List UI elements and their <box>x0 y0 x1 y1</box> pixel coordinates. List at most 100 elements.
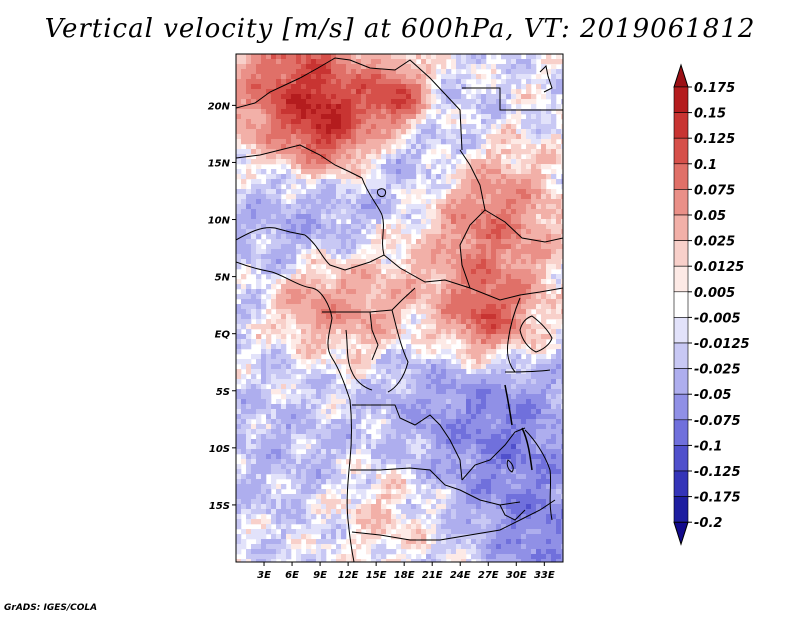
field-cell <box>326 204 332 210</box>
field-cell <box>441 254 447 260</box>
field-cell <box>386 244 392 250</box>
field-cell <box>246 64 252 70</box>
field-cell <box>416 244 422 250</box>
field-cell <box>466 429 472 435</box>
field-cell <box>526 309 532 315</box>
field-cell <box>376 344 382 350</box>
field-cell <box>531 394 537 400</box>
field-cell <box>426 129 432 135</box>
field-cell <box>426 239 432 245</box>
field-cell <box>531 194 537 200</box>
field-cell <box>411 459 417 465</box>
field-cell <box>531 154 537 160</box>
field-cell <box>536 149 542 155</box>
field-cell <box>486 134 492 140</box>
field-cell <box>366 114 372 120</box>
field-cell <box>331 99 337 105</box>
field-cell <box>271 444 277 450</box>
field-cell <box>386 289 392 295</box>
field-cell <box>461 269 467 275</box>
field-cell <box>526 399 532 405</box>
field-cell <box>401 209 407 215</box>
field-cell <box>551 374 557 380</box>
field-cell <box>396 149 402 155</box>
field-cell <box>291 374 297 380</box>
field-cell <box>441 184 447 190</box>
field-cell <box>441 294 447 300</box>
field-cell <box>246 209 252 215</box>
field-cell <box>546 224 552 230</box>
field-cell <box>426 214 432 220</box>
field-cell <box>541 294 547 300</box>
field-cell <box>236 154 242 160</box>
field-cell <box>511 214 517 220</box>
field-cell <box>386 319 392 325</box>
field-cell <box>356 449 362 455</box>
field-cell <box>271 84 277 90</box>
field-cell <box>316 374 322 380</box>
field-cell <box>506 429 512 435</box>
field-cell <box>541 219 547 225</box>
field-cell <box>306 154 312 160</box>
field-cell <box>266 459 272 465</box>
field-cell <box>531 234 537 240</box>
field-cell <box>341 359 347 365</box>
field-cell <box>436 204 442 210</box>
field-cell <box>341 179 347 185</box>
field-cell <box>346 319 352 325</box>
field-cell <box>286 154 292 160</box>
field-cell <box>456 224 462 230</box>
field-cell <box>281 229 287 235</box>
field-cell <box>511 239 517 245</box>
field-cell <box>491 384 497 390</box>
field-cell <box>381 374 387 380</box>
field-cell <box>526 234 532 240</box>
field-cell <box>291 179 297 185</box>
field-cell <box>501 399 507 405</box>
field-cell <box>316 69 322 75</box>
field-cell <box>466 89 472 95</box>
field-cell <box>301 409 307 415</box>
field-cell <box>401 64 407 70</box>
field-cell <box>281 454 287 460</box>
field-cell <box>446 99 452 105</box>
field-cell <box>311 409 317 415</box>
field-cell <box>291 404 297 410</box>
field-cell <box>396 374 402 380</box>
field-cell <box>336 139 342 145</box>
field-cell <box>486 159 492 165</box>
field-cell <box>486 404 492 410</box>
field-cell <box>351 234 357 240</box>
field-cell <box>311 464 317 470</box>
field-cell <box>421 129 427 135</box>
field-cell <box>441 339 447 345</box>
field-cell <box>461 184 467 190</box>
field-cell <box>341 204 347 210</box>
field-cell <box>346 109 352 115</box>
field-cell <box>396 439 402 445</box>
field-cell <box>531 329 537 335</box>
field-cell <box>371 64 377 70</box>
field-cell <box>266 99 272 105</box>
field-cell <box>291 64 297 70</box>
field-cell <box>446 174 452 180</box>
field-cell <box>246 54 252 60</box>
field-cell <box>501 169 507 175</box>
field-cell <box>371 379 377 385</box>
field-cell <box>526 394 532 400</box>
field-cell <box>301 129 307 135</box>
field-cell <box>551 299 557 305</box>
field-cell <box>386 314 392 320</box>
field-cell <box>311 349 317 355</box>
field-cell <box>251 439 257 445</box>
field-cell <box>346 449 352 455</box>
field-cell <box>236 134 242 140</box>
field-cell <box>421 234 427 240</box>
field-cell <box>481 214 487 220</box>
field-cell <box>451 194 457 200</box>
field-cell <box>436 214 442 220</box>
field-cell <box>271 284 277 290</box>
field-cell <box>476 154 482 160</box>
field-cell <box>316 399 322 405</box>
field-cell <box>311 414 317 420</box>
